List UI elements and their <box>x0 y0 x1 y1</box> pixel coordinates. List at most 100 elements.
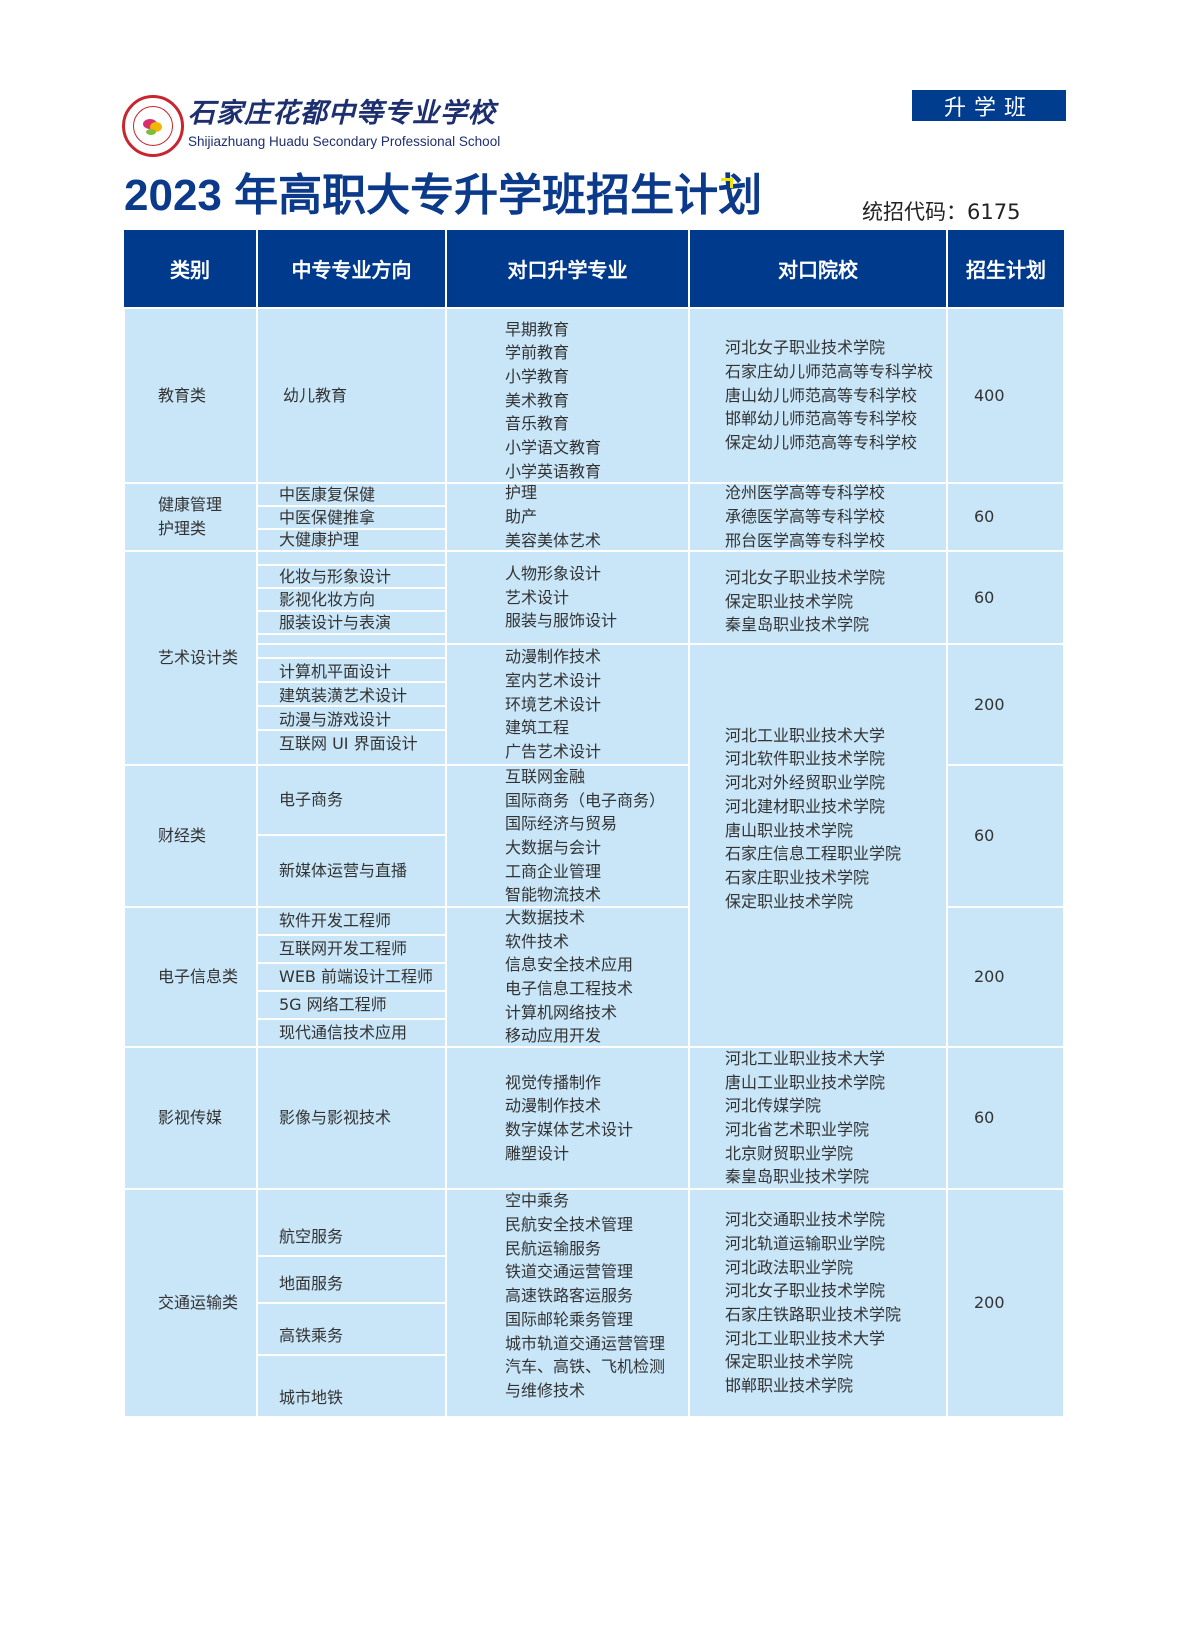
category-cell-line: 教育类 <box>158 385 207 405</box>
enroll-code: 统招代码：6175 <box>862 200 1021 224</box>
major-cell-line: 小学语文教育 <box>505 438 602 458</box>
direction-cell: 中医保健推拿 <box>258 507 445 528</box>
major-cell-line: 大数据与会计 <box>505 838 602 857</box>
header-major: 对口升学专业 <box>447 230 688 307</box>
direction-cell: 5G 网络工程师 <box>258 992 445 1018</box>
major-cell: 护理 助产 美容美体艺术 <box>447 483 688 550</box>
major-cell-line: 环境艺术设计 <box>505 694 602 714</box>
major-cell: 人物形象设计 艺术设计 服装与服饰设计 <box>447 552 688 643</box>
direction-cell: 动漫与游戏设计 <box>258 707 445 729</box>
college-cell-line: 唐山工业职业技术学院 <box>725 1072 886 1092</box>
empty-cell <box>258 635 445 643</box>
category-cell: 财经类 <box>125 766 256 906</box>
major-cell-line: 音乐教育 <box>505 414 570 434</box>
major-cell-line: 艺术设计 <box>505 587 570 607</box>
major-cell-line: 护理 <box>505 483 538 503</box>
direction-cell: 互联网 UI 界面设计 <box>258 731 445 764</box>
college-cell: 河北女子职业技术学院 保定职业技术学院 秦皇岛职业技术学院 <box>690 552 946 643</box>
category-cell-line: 影视传媒 <box>158 1108 223 1128</box>
college-cell-shared-line: 石家庄信息工程职业学院 <box>725 844 902 864</box>
major-cell-line: 汽车、高铁、飞机检测 <box>505 1357 666 1377</box>
major-cell-line: 视觉传播制作 <box>505 1072 602 1092</box>
plan-cell-line: 60 <box>974 507 995 527</box>
college-cell: 沧州医学高等专科学校 承德医学高等专科学校 邢台医学高等专科学校 <box>690 483 946 550</box>
major-cell-line: 智能物流技术 <box>505 885 602 905</box>
direction-cell-line: 城市地铁 <box>279 1388 344 1408</box>
major-cell: 早期教育 学前教育 小学教育 美术教育 音乐教育 小学语文教育 小学英语教育 <box>447 309 688 482</box>
plan-cell: 400 <box>948 309 1063 482</box>
school-name-cn: 石家庄花都中等专业学校 <box>188 98 496 129</box>
header-plan: 招生计划 <box>948 230 1064 307</box>
direction-cell-line: 中医保健推拿 <box>279 507 376 527</box>
major-cell-line: 互联网金融 <box>505 766 586 786</box>
plan-cell: 60 <box>948 1048 1063 1188</box>
category-cell: 影视传媒 <box>125 1048 256 1188</box>
direction-cell: 幼儿教育 <box>258 309 445 482</box>
major-cell-line: 国际经济与贸易 <box>505 814 618 834</box>
college-cell-line: 保定职业技术学院 <box>725 591 854 611</box>
college-cell-line: 河北轨道运输职业学院 <box>725 1233 886 1253</box>
category-cell: 健康管理 护理类 <box>125 484 256 550</box>
direction-cell: 影像与影视技术 <box>258 1048 445 1188</box>
direction-cell-line: 大健康护理 <box>279 530 360 550</box>
college-cell-line: 承德医学高等专科学校 <box>725 507 886 527</box>
major-cell-line: 人物形象设计 <box>505 563 602 583</box>
major-cell-line: 国际商务（电子商务） <box>505 790 666 810</box>
college-cell-line: 北京财贸职业学院 <box>725 1143 854 1163</box>
college-cell-shared-line: 河北建材职业技术学院 <box>725 796 886 816</box>
plan-cell: 60 <box>948 766 1063 906</box>
major-cell-line: 学前教育 <box>505 343 570 363</box>
direction-cell: 影视化妆方向 <box>258 589 445 610</box>
major-cell-line: 美容美体艺术 <box>505 530 602 550</box>
major-cell-line: 空中乘务 <box>505 1191 570 1211</box>
direction-cell: WEB 前端设计工程师 <box>258 964 445 990</box>
college-cell-line: 唐山幼儿师范高等专科学校 <box>725 385 918 405</box>
plan-cell: 200 <box>948 908 1063 1046</box>
college-cell-line: 沧州医学高等专科学校 <box>725 483 886 503</box>
plan-cell-line: 60 <box>974 587 995 607</box>
major-cell-line: 大数据技术 <box>505 907 586 927</box>
college-cell-line: 河北女子职业技术学院 <box>725 567 886 587</box>
college-cell-line: 河北交通职业技术学院 <box>725 1210 886 1230</box>
category-cell-line: 电子信息类 <box>158 967 239 987</box>
college-cell-line: 秦皇岛职业技术学院 <box>725 615 870 635</box>
direction-cell: 化妆与形象设计 <box>258 566 445 587</box>
major-cell: 互联网金融 国际商务（电子商务） 国际经济与贸易 大数据与会计 工商企业管理 智能物流技术 <box>447 766 688 906</box>
plan-cell: 200 <box>948 1190 1063 1416</box>
direction-cell-line: 互联网 UI 界面设计 <box>279 734 418 753</box>
plan-cell-line: 200 <box>974 967 1005 987</box>
college-cell: 河北交通职业技术学院 河北轨道运输职业学院 河北政法职业学院 河北女子职业技术学院 石家… <box>690 1190 946 1416</box>
major-cell: 空中乘务 民航安全技术管理 民航运输服务 铁道交通运营管理 高速铁路客运服务 国际邮轮乘务… <box>447 1190 688 1416</box>
empty-cell <box>258 552 445 564</box>
college-cell-line: 石家庄幼儿师范高等专科学校 <box>725 361 934 381</box>
major-cell: 大数据技术 软件技术 信息安全技术应用 电子信息工程技术 计算机网络技术 移动应用开发 <box>447 908 688 1046</box>
direction-cell-line: 现代通信技术应用 <box>279 1023 408 1043</box>
direction-cell-line: 高铁乘务 <box>279 1326 344 1346</box>
college-cell-shared-line: 唐山职业技术学院 <box>725 820 854 840</box>
plan-cell-line: 200 <box>974 694 1005 714</box>
college-cell-line: 河北传媒学院 <box>725 1096 822 1116</box>
category-cell-line: 财经类 <box>158 826 207 846</box>
direction-cell-line: 建筑装潢艺术设计 <box>279 686 408 705</box>
major-cell-line: 数字媒体艺术设计 <box>505 1120 634 1139</box>
major-cell-line: 民航安全技术管理 <box>505 1215 634 1235</box>
college-cell-line: 邯郸幼儿师范高等专科学校 <box>725 409 918 429</box>
major-cell-line: 与维修技术 <box>505 1380 586 1400</box>
category-cell: 教育类 <box>125 309 256 482</box>
category-cell: 交通运输类 <box>125 1190 256 1416</box>
college-cell-line: 保定幼儿师范高等专科学校 <box>725 433 918 453</box>
major-cell-line: 早期教育 <box>505 319 570 339</box>
major-cell-line: 室内艺术设计 <box>505 670 602 690</box>
direction-cell: 航空服务 <box>258 1190 445 1255</box>
plan-cell-line: 200 <box>974 1293 1005 1313</box>
major-cell-line: 铁道交通运营管理 <box>505 1262 634 1282</box>
college-cell-line: 河北女子职业技术学院 <box>725 338 886 358</box>
school-logo-inner <box>133 106 173 146</box>
major-cell-line: 城市轨道交通运营管理 <box>505 1333 666 1353</box>
major-cell: 视觉传播制作 动漫制作技术 数字媒体艺术设计 雕塑设计 <box>447 1048 688 1188</box>
direction-cell: 城市地铁 <box>258 1356 445 1416</box>
college-cell: 河北女子职业技术学院石家庄幼儿师范高等专科学校 唐山幼儿师范高等专科学校 邯郸幼儿师… <box>690 309 946 482</box>
category-cell-line: 护理类 <box>158 519 207 538</box>
direction-cell-line: 5G 网络工程师 <box>279 995 387 1015</box>
direction-cell-line: 中医康复保健 <box>279 484 376 504</box>
